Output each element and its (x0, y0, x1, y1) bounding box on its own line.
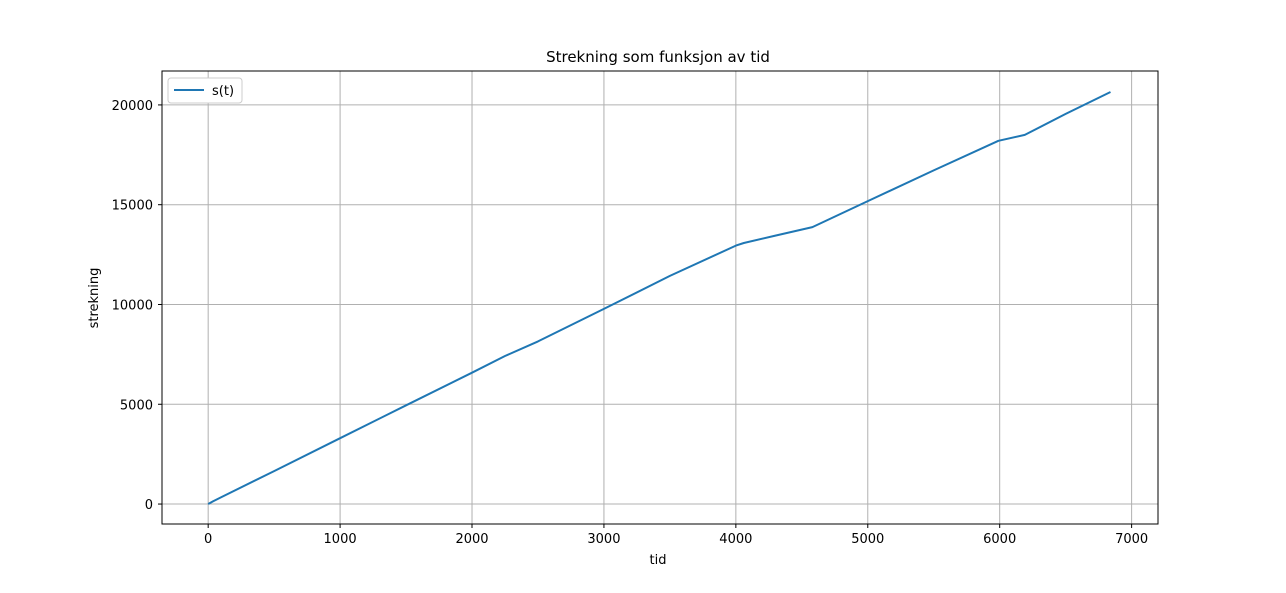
y-axis-label: strekning (87, 268, 102, 329)
y-tick-label: 0 (145, 498, 153, 513)
x-tick-label: 6000 (983, 532, 1016, 547)
x-tick-label: 7000 (1115, 532, 1148, 547)
y-tick-label: 15000 (112, 199, 153, 214)
x-axis-ticks: 0 1000 2000 3000 4000 5000 6000 7000 (204, 524, 1148, 547)
x-tick-label: 0 (204, 532, 212, 547)
y-tick-label: 5000 (120, 398, 153, 413)
legend-box (167, 77, 243, 104)
series-layer (207, 91, 1111, 505)
grid-lines (162, 71, 1158, 524)
x-tick-label: 3000 (587, 532, 620, 547)
x-axis-label: tid (650, 553, 667, 568)
y-tick-label: 20000 (112, 99, 153, 114)
y-tick-label: 10000 (112, 298, 153, 313)
legend-label: s(t) (212, 84, 234, 99)
x-tick-label: 5000 (851, 532, 884, 547)
chart-title: Strekning som funksjon av tid (546, 48, 770, 66)
legend: s(t) (167, 77, 243, 104)
x-tick-label: 1000 (324, 532, 357, 547)
x-tick-label: 2000 (455, 532, 488, 547)
plot-frame (161, 70, 1159, 525)
series-line (207, 91, 1111, 505)
y-axis-ticks: 0 5000 10000 15000 20000 (112, 99, 162, 513)
x-tick-label: 4000 (719, 532, 752, 547)
